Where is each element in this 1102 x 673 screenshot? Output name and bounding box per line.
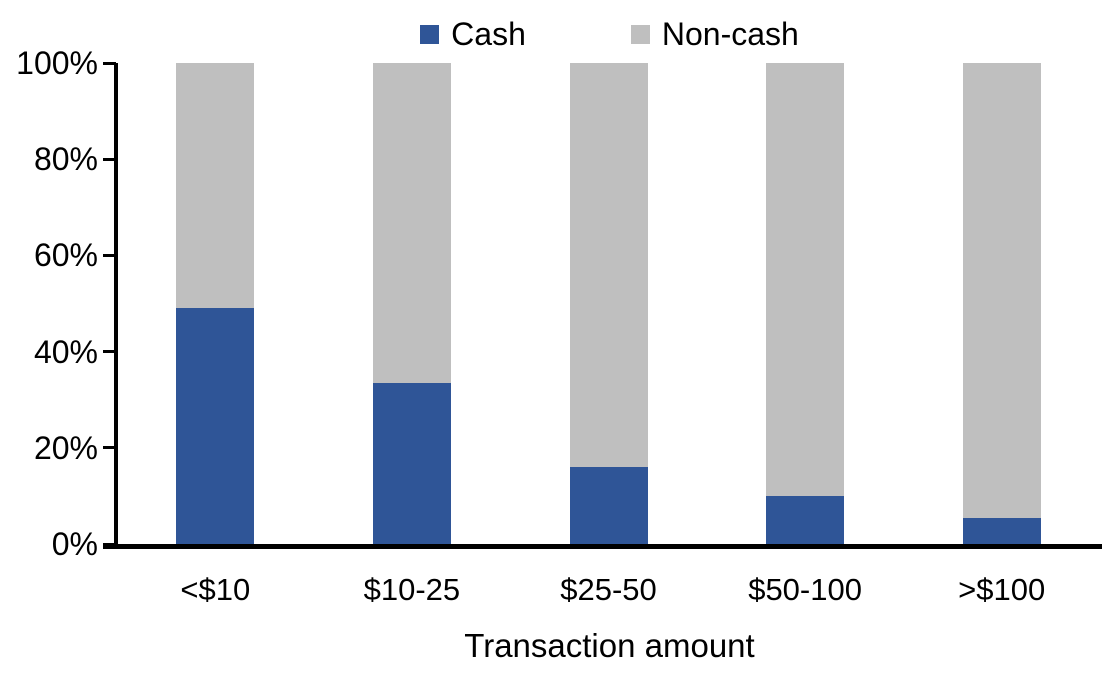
x-category-label: >$100 xyxy=(958,572,1046,607)
legend: Cash Non-cash xyxy=(117,16,1102,52)
legend-label-non-cash: Non-cash xyxy=(661,16,799,52)
y-tick-label: 80% xyxy=(33,141,98,178)
y-tick-label: 40% xyxy=(33,333,98,370)
bar-segment-non-cash xyxy=(569,63,648,468)
legend-item-non-cash: Non-cash xyxy=(630,16,799,52)
legend-swatch-cash-icon xyxy=(420,24,440,44)
x-category-label: $10-25 xyxy=(363,572,461,607)
y-tick-mark xyxy=(103,446,116,450)
y-tick-mark xyxy=(103,157,116,161)
y-tick-label: 60% xyxy=(33,237,98,274)
bar-segment-non-cash xyxy=(962,63,1041,518)
bar-segment-cash xyxy=(176,308,255,544)
y-tick-label: 100% xyxy=(16,45,98,81)
y-tick-label: 20% xyxy=(33,429,98,466)
legend-swatch-non-cash-icon xyxy=(630,24,650,44)
x-axis-title: Transaction amount xyxy=(464,627,755,664)
legend-label-cash: Cash xyxy=(451,16,526,52)
y-axis-line xyxy=(114,63,118,549)
y-tick-mark xyxy=(103,61,116,65)
bar-segment-non-cash xyxy=(766,63,845,496)
bar-segment-cash xyxy=(569,467,648,544)
bar-segment-cash xyxy=(766,495,845,544)
bar-segment-non-cash xyxy=(372,63,451,383)
x-category-label: $25-50 xyxy=(560,572,657,607)
bar-segment-cash xyxy=(372,382,451,544)
bar-segment-non-cash xyxy=(176,63,255,309)
bar-segment-cash xyxy=(962,517,1041,544)
legend-item-cash: Cash xyxy=(420,16,526,52)
y-tick-mark xyxy=(103,253,116,257)
x-category-label: <$10 xyxy=(180,572,251,607)
y-tick-mark xyxy=(103,350,116,354)
x-category-label: $50-100 xyxy=(748,572,862,607)
y-tick-label: 0% xyxy=(51,526,98,562)
x-axis-baseline xyxy=(103,544,1102,549)
